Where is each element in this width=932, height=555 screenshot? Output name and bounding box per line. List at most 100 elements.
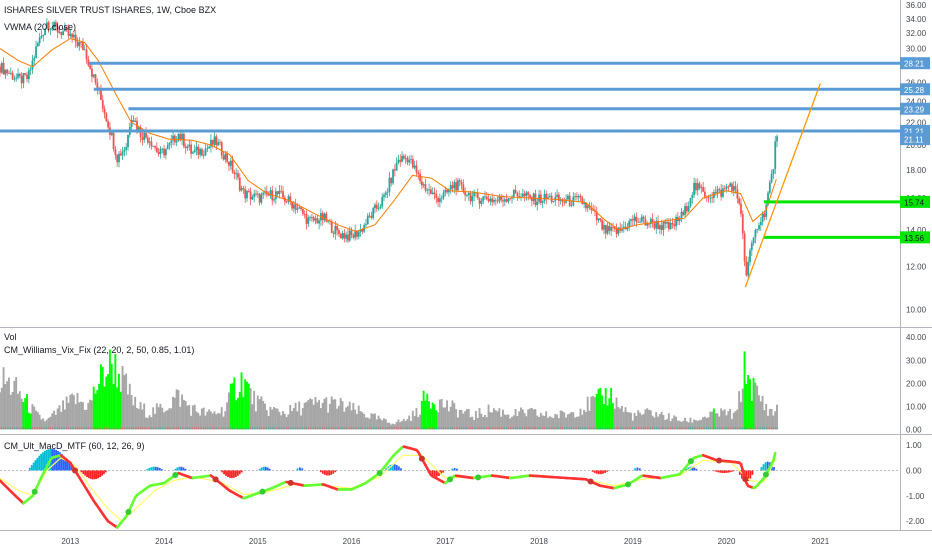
candle-body (370, 216, 372, 218)
volume-bar (255, 427, 256, 429)
volume-bar (479, 427, 480, 429)
vix-bar (105, 377, 107, 430)
vix-bar (212, 413, 214, 429)
volume-bar (474, 427, 475, 429)
macd-cross-dot (588, 478, 594, 484)
candle-body (435, 194, 437, 198)
candle-body (297, 208, 299, 209)
volume-bar (701, 427, 702, 429)
candle-body (603, 225, 605, 230)
candle-body (403, 156, 405, 159)
candle-body (684, 206, 686, 215)
vix-bar (78, 402, 80, 429)
volume-bar (556, 427, 557, 429)
volume-bar (596, 427, 597, 429)
vix-bar (634, 413, 636, 429)
candle-body (167, 145, 169, 149)
volume-bar (196, 427, 197, 429)
volume-bar (133, 427, 134, 429)
volume-bar (643, 427, 644, 429)
candle-body (381, 197, 383, 206)
volume-bar (728, 427, 729, 429)
volume-bar (686, 427, 687, 429)
candle-body (5, 70, 7, 75)
candle-body (690, 198, 692, 206)
vix-bar (304, 403, 306, 429)
macd-tick-label: -2.00 (906, 517, 925, 526)
vix-bar (643, 414, 645, 429)
vix-bar (8, 378, 10, 430)
price-tick-label: 10.00 (906, 306, 927, 315)
vix-bar (64, 410, 66, 430)
candle-body (259, 194, 261, 203)
volume-bar (16, 427, 17, 429)
volume-bar (394, 427, 395, 429)
volume-bar (246, 427, 247, 429)
vix-bar (453, 403, 455, 429)
candle-body (522, 194, 524, 197)
volume-bar (25, 427, 26, 429)
vix-bar (149, 415, 151, 429)
volume-bar (511, 427, 512, 429)
candle-body (73, 35, 75, 37)
volume-bar (250, 427, 251, 429)
volume-bar (156, 427, 157, 429)
volume-bar (726, 427, 727, 429)
candle-body (233, 172, 235, 174)
volume-bar (43, 427, 44, 429)
candle-body (230, 161, 232, 166)
vix-bar (727, 411, 729, 429)
volume-bar (191, 427, 192, 429)
volume-bar (331, 427, 332, 429)
candles-group (0, 18, 778, 278)
volume-bar (769, 427, 770, 429)
vix-bar (459, 410, 461, 430)
candle-body (125, 147, 127, 150)
macd-histogram-bar (456, 469, 458, 471)
price-tag-label: 21.11 (904, 136, 924, 145)
candle-body (149, 142, 151, 143)
volume-bar (41, 427, 42, 429)
volume-bar (587, 427, 588, 429)
vix-bar (125, 373, 127, 429)
macd-cross-dot (447, 476, 453, 482)
vix-bar (722, 411, 724, 430)
volume-bar (560, 427, 561, 429)
candle-body (773, 169, 775, 174)
volume-bar (463, 427, 464, 429)
volume-bar (286, 427, 287, 429)
macd-histogram-bar (101, 470, 103, 475)
volume-bar (163, 427, 164, 429)
vix-bar (68, 403, 70, 430)
candle-body (365, 224, 367, 225)
vix-bar (726, 415, 728, 429)
vix-bar (305, 402, 307, 429)
vix-bar (673, 415, 675, 429)
volume-bar (533, 427, 534, 429)
volume-bar (207, 427, 208, 429)
candle-body (663, 222, 665, 231)
volume-bar (115, 427, 116, 429)
volume-bar (675, 427, 676, 429)
candle-body (302, 209, 304, 214)
macd-histogram-bar (263, 467, 265, 471)
candle-body (536, 202, 538, 205)
candle-body (293, 204, 295, 208)
volume-bar (104, 427, 105, 429)
volume-bar (666, 427, 667, 429)
candle-body (133, 120, 135, 122)
vix-bar (419, 415, 421, 430)
vix-bar (361, 412, 363, 429)
macd-cross-dot (763, 472, 769, 478)
volume-bar (273, 427, 274, 429)
volume-bar (499, 427, 500, 429)
volume-bar (580, 427, 581, 429)
candle-body (437, 198, 439, 202)
candle-body (668, 222, 670, 229)
vix-bar (738, 391, 740, 429)
volume-bar (755, 427, 756, 429)
macd-histogram-bar (765, 462, 767, 470)
candle-body (480, 201, 482, 204)
volume-bar (97, 427, 98, 429)
macd-histogram-bar (151, 467, 153, 470)
